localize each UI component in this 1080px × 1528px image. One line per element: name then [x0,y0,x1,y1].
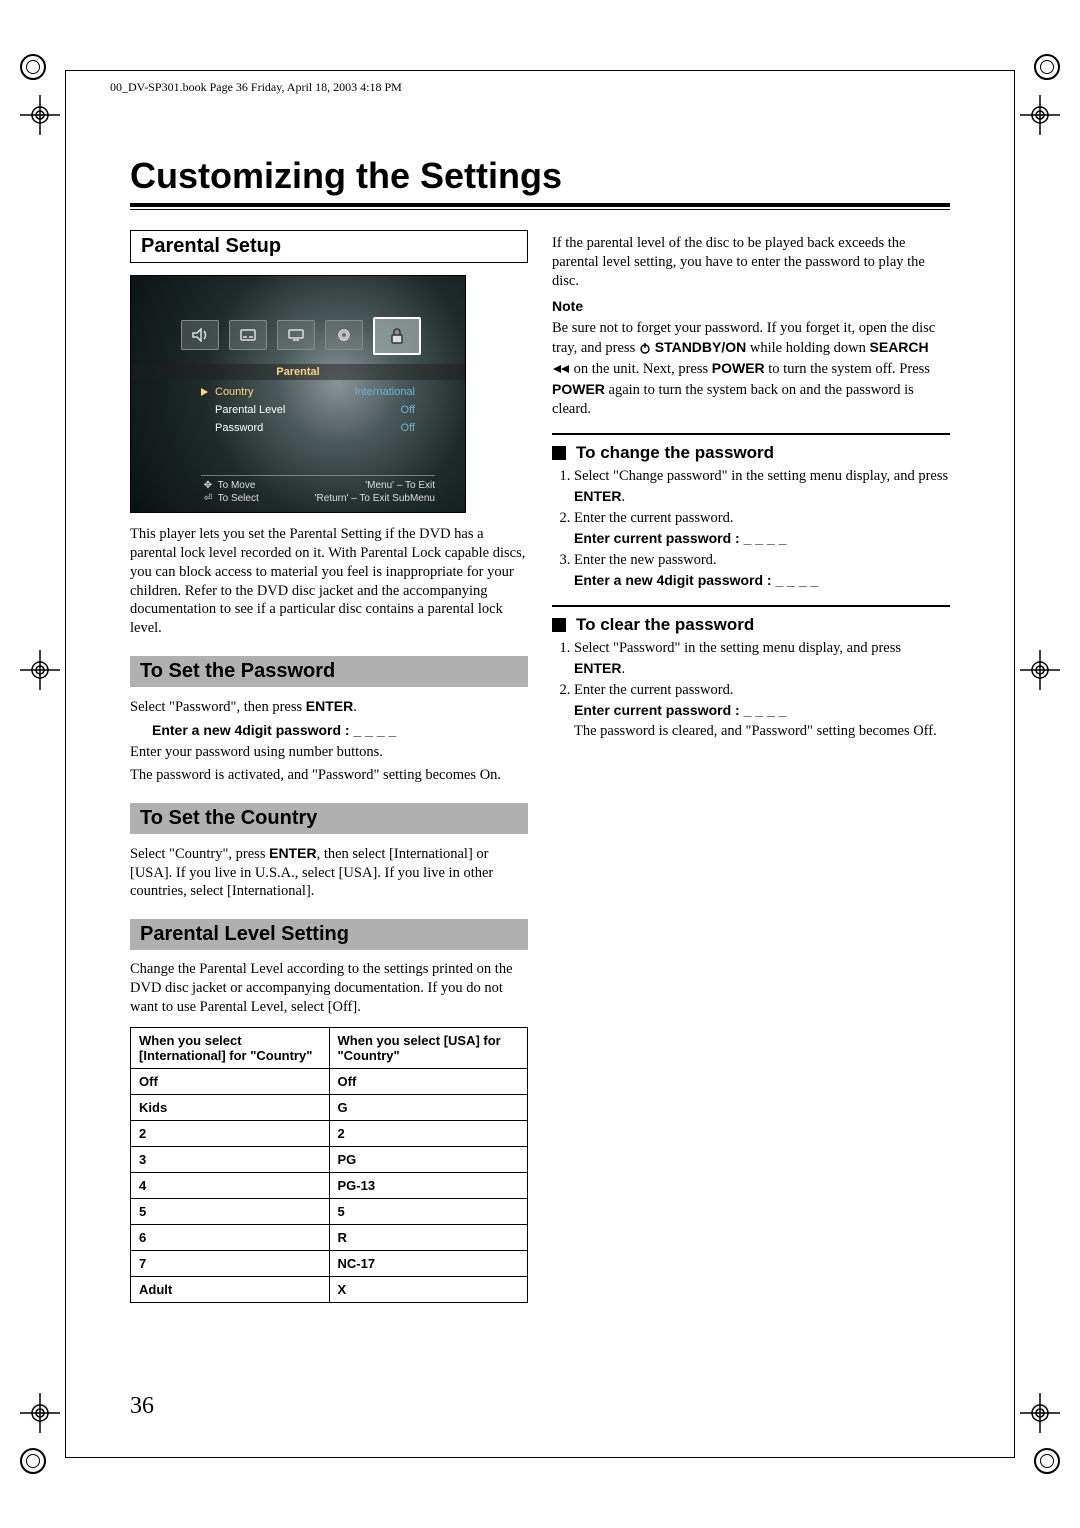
table-cell: Kids [131,1094,330,1120]
registration-mark-icon [20,650,60,690]
heading-set-password: To Set the Password [130,656,528,687]
heading-parental-setup: Parental Setup [130,230,528,263]
table-cell: R [329,1224,528,1250]
osd-tab-settings-icon [325,320,363,350]
table-cell: PG-13 [329,1172,528,1198]
table-header: When you select [USA] for "Country" [329,1027,528,1068]
divider [552,605,950,607]
note-body: Be sure not to forget your password. If … [552,319,950,419]
table-row: 6R [131,1224,528,1250]
heading-change-password: To change the password [552,443,950,463]
table-row: KidsG [131,1094,528,1120]
set-password-p3: The password is activated, and "Password… [130,766,528,785]
list-item: Enter the current password.Enter current… [574,681,950,741]
table-cell: 5 [131,1198,330,1224]
heading-clear-password: To clear the password [552,615,950,635]
heading-set-country: To Set the Country [130,803,528,834]
table-cell: Adult [131,1276,330,1302]
set-password-p2: Enter your password using number buttons… [130,743,528,762]
table-row: OffOff [131,1068,528,1094]
heading-parental-level: Parental Level Setting [130,919,528,950]
right-intro: If the parental level of the disc to be … [552,234,950,291]
square-bullet-icon [552,618,566,632]
table-cell: 7 [131,1250,330,1276]
osd-tab-audio-icon [181,320,219,350]
list-item: Enter the new password.Enter a new 4digi… [574,551,950,591]
power-icon [639,341,651,360]
table-row: 4PG-13 [131,1172,528,1198]
table-cell: Off [329,1068,528,1094]
crop-mark-icon [20,54,46,80]
osd-tab-subtitle-icon [229,320,267,350]
table-cell: PG [329,1146,528,1172]
osd-tab-lock-icon [373,317,421,355]
table-header: When you select [International] for "Cou… [131,1027,330,1068]
divider [552,433,950,435]
table-cell: G [329,1094,528,1120]
table-row: 22 [131,1120,528,1146]
change-password-steps: Select "Change password" in the setting … [552,467,950,591]
osd-title: Parental [131,364,465,380]
osd-cursor-icon [201,388,208,396]
osd-row: CountryInternational [215,386,415,398]
osd-nav-help: ✥ To Move'Menu' – To Exit ⏎ To Select'Re… [201,475,435,504]
table-cell: Off [131,1068,330,1094]
header-path: 00_DV-SP301.book Page 36 Friday, April 1… [110,80,970,95]
set-password-p1: Select "Password", then press ENTER. [130,697,528,717]
table-row: 7NC-17 [131,1250,528,1276]
table-cell: 4 [131,1172,330,1198]
parental-level-table: When you select [International] for "Cou… [130,1027,528,1303]
table-cell: 2 [131,1120,330,1146]
title-rule [130,203,950,210]
square-bullet-icon [552,446,566,460]
registration-mark-icon [1020,1393,1060,1433]
content-area: Customizing the Settings Parental Setup [130,155,950,1398]
table-row: 3PG [131,1146,528,1172]
registration-mark-icon [1020,95,1060,135]
osd-row: PasswordOff [215,422,415,434]
crop-mark-icon [20,1448,46,1474]
right-column: If the parental level of the disc to be … [552,230,950,1303]
set-country-body: Select "Country", press ENTER, then sele… [130,844,528,902]
table-row: AdultX [131,1276,528,1302]
page: 00_DV-SP301.book Page 36 Friday, April 1… [0,0,1080,1528]
table-cell: 6 [131,1224,330,1250]
crop-mark-icon [1034,1448,1060,1474]
table-cell: X [329,1276,528,1302]
table-cell: 2 [329,1120,528,1146]
table-cell: 5 [329,1198,528,1224]
note-label: Note [552,297,950,315]
registration-mark-icon [20,1393,60,1433]
crop-mark-icon [1034,54,1060,80]
registration-mark-icon [20,95,60,135]
rewind-icon [552,361,570,380]
password-prompt: Enter a new 4digit password : _ _ _ _ [130,721,528,739]
parental-level-body: Change the Parental Level according to t… [130,960,528,1017]
table-cell: NC-17 [329,1250,528,1276]
page-number: 36 [130,1393,154,1420]
table-cell: 3 [131,1146,330,1172]
table-row: 55 [131,1198,528,1224]
left-column: Parental Setup Parental CountryInternati… [130,230,528,1303]
page-title: Customizing the Settings [130,155,950,197]
list-item: Select "Password" in the setting menu di… [574,639,950,679]
list-item: Enter the current password.Enter current… [574,509,950,549]
osd-row: Parental LevelOff [215,404,415,416]
osd-tab-display-icon [277,320,315,350]
registration-mark-icon [1020,650,1060,690]
clear-password-steps: Select "Password" in the setting menu di… [552,639,950,741]
parental-setup-body: This player lets you set the Parental Se… [130,525,528,638]
list-item: Select "Change password" in the setting … [574,467,950,507]
osd-screenshot: Parental CountryInternational Parental L… [130,275,466,513]
